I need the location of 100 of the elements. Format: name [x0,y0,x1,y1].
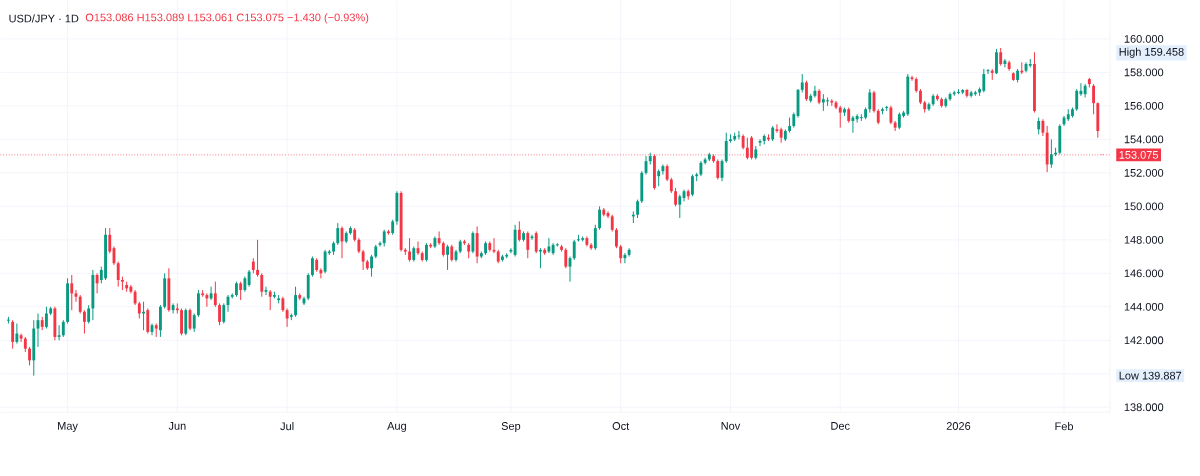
x-tick-label: Feb [1055,422,1074,431]
candlestick [260,272,264,298]
candlestick [159,304,162,338]
candlestick [425,242,428,262]
candlestick [724,132,728,164]
x-tick-label: 2026 [946,422,971,430]
ref-line-label: 153.075 [1119,150,1159,159]
candlestick [598,205,601,231]
candlestick [661,163,665,175]
candlestick [323,249,327,274]
candlestick [256,239,259,278]
candlestick [691,173,694,197]
candlestick [623,252,627,264]
x-tick-label: Jun [168,422,186,430]
text: USD/JPY · 1D [9,14,79,23]
candlestick [222,302,226,324]
candlestick [1092,83,1096,115]
candlestick [70,274,74,311]
candlestick [209,286,213,301]
y-tick-label: 148.000 [1124,235,1164,244]
candlestick [361,249,365,271]
text: Low 139.887 [1119,371,1182,380]
candlestick [184,307,188,336]
x-tick-label: Oct [612,422,630,430]
candlestick [370,254,373,278]
candlestick [446,244,449,271]
candlestick [615,227,618,249]
candlestick [674,187,678,207]
candlestick [627,247,631,257]
candlestick [205,292,209,308]
candlestick [619,244,623,264]
candlestick [87,304,91,324]
y-tick-label: 152.000 [1124,168,1164,177]
candlestick [851,115,855,134]
candlestick [471,230,475,254]
candlestick [678,193,682,219]
y-tick-label: 144.000 [1124,302,1164,311]
candlestick [285,307,289,328]
candlestick [95,272,99,294]
x-tick-label: May [58,422,78,432]
candlestick [517,220,521,242]
x-tick-label: Dec [831,422,850,430]
candlestick [1003,58,1007,68]
y-tick-label: 138.000 [1124,403,1164,412]
candlestick [171,302,175,314]
x-tick-label: Aug [387,422,406,432]
candlestick [19,332,23,343]
candlestick [889,105,893,125]
candlestick [213,281,217,308]
candlestick [775,123,779,134]
candlestick [539,247,542,269]
candlestick [805,80,808,102]
candlestick [28,346,31,366]
x-tick-label: Sep [501,422,521,432]
candlestick [813,85,817,98]
candlestick [336,222,340,246]
candlestick [306,272,310,301]
candlestick [180,307,183,336]
candlestick [982,68,986,93]
candlestick [218,302,221,326]
candlestick [408,237,411,262]
candlestick [108,227,112,254]
candlestick [1049,138,1053,169]
candlestick [311,255,314,278]
candlestick [838,105,842,129]
candlestick [197,289,200,318]
candlestick [15,322,19,345]
candlestick [437,230,441,246]
candlestick [800,73,804,93]
candlestick [475,225,479,264]
candlestick [83,309,86,334]
candlestick [593,224,597,251]
candlestick [78,294,82,314]
candlestick [868,88,872,113]
candlestick [534,230,538,254]
candlestick [268,289,272,311]
candlestick [995,48,998,75]
x-tick-label: Nov [721,422,741,430]
candlestick [509,247,513,254]
y-tick-label: 156.000 [1124,101,1164,110]
text: High 159.458 [1119,47,1184,58]
y-tick-label: 154.000 [1124,135,1164,144]
y-tick-label: 146.000 [1124,269,1164,278]
candlestick [294,286,297,318]
y-tick-label: 142.000 [1124,336,1164,345]
candlestick [57,324,61,341]
candlestick [555,242,560,247]
candlestick [572,239,576,261]
candlestick [855,113,859,123]
candlestick [45,306,48,329]
candlestick [547,237,551,254]
annotation: O153.086 H153.089 L153.061 C153.075 −1.430 (−0.93%) [85,13,369,24]
candlestick [319,267,323,279]
candlestick [146,307,150,334]
candlestick [716,158,720,180]
y-tick-label: 158.000 [1124,68,1164,77]
candlestick [893,120,897,132]
y-tick-label: 160.000 [1124,34,1164,43]
x-tick-label: Jul [280,422,294,431]
candlestick [1083,83,1087,98]
